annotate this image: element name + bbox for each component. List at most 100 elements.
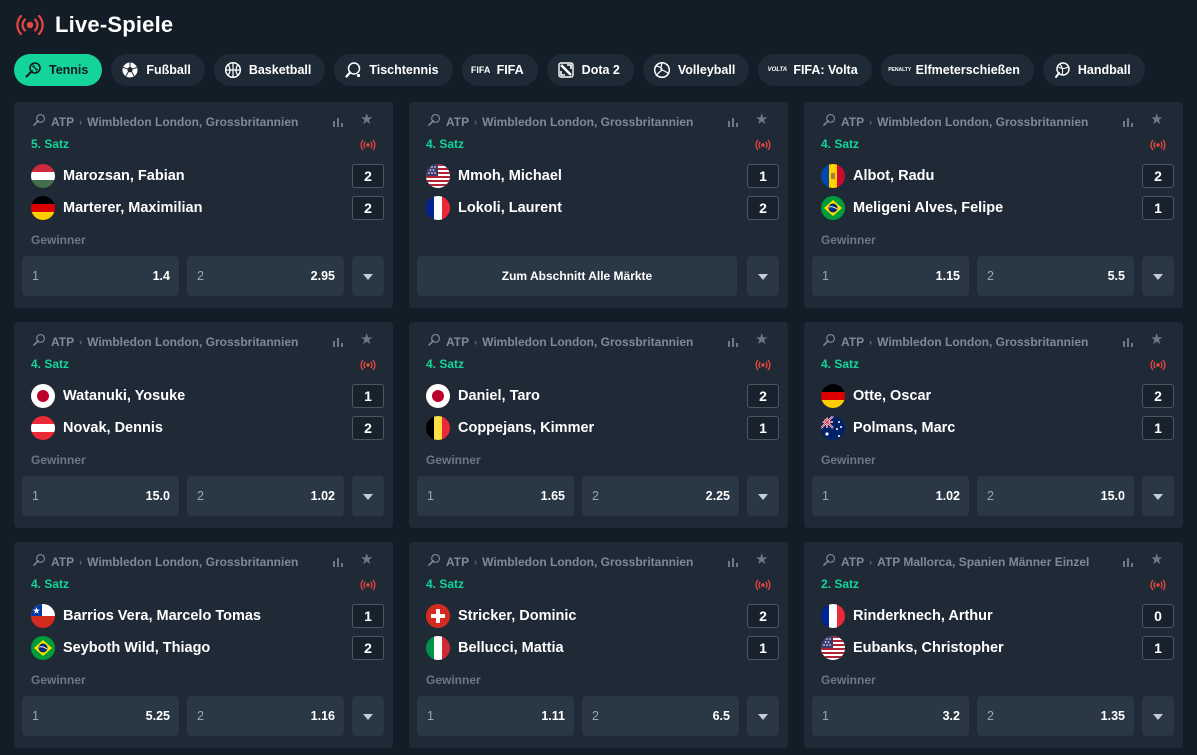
odds-selection: 1 [427,709,434,723]
live-broadcast-icon [15,10,45,40]
breadcrumb-separator-icon: › [869,556,873,567]
favorite-star-icon[interactable]: ★ [1150,551,1164,568]
odds-price: 3.2 [942,709,960,723]
odds-price: 6.5 [712,709,730,723]
tab-label: Dota 2 [581,63,620,77]
stats-icon[interactable] [727,555,739,573]
league-breadcrumb: ATP › Wimbledon London, Grossbritannien [32,113,332,130]
odds-button-2[interactable]: 2 2.25 [582,476,739,516]
player-name: Marterer, Maximilian [63,200,203,216]
odds-button-2[interactable]: 2 5.5 [977,256,1134,296]
odds-button-1[interactable]: 1 5.25 [22,696,179,736]
expand-markets-button[interactable] [1142,696,1174,736]
breadcrumb-separator-icon: › [79,556,83,567]
breadcrumb-separator-icon: › [474,336,478,347]
chevron-down-icon [1153,707,1163,725]
tab-tennis[interactable]: Tennis [14,54,103,86]
odds-button-2[interactable]: 2 15.0 [977,476,1134,516]
stats-icon[interactable] [1122,115,1134,133]
league-name: ATP [841,554,865,569]
tab-fußball[interactable]: Fußball [111,54,205,86]
odds-button-2[interactable]: 2 1.16 [187,696,344,736]
expand-markets-button[interactable] [747,256,779,296]
tennis-icon [822,113,836,130]
stats-icon[interactable] [727,115,739,133]
tab-volleyball[interactable]: Volleyball [642,54,750,86]
flag-hu-icon [31,164,55,188]
tab-dota-2[interactable]: Dota 2 [546,54,634,86]
favorite-star-icon[interactable]: ★ [755,331,769,348]
stats-icon[interactable] [727,335,739,353]
favorite-star-icon[interactable]: ★ [360,331,374,348]
favorite-star-icon[interactable]: ★ [755,551,769,568]
tournament-name: Wimbledon London, Grossbritannien [482,114,694,129]
tab-icon-text: VOLTA [767,67,788,73]
tab-label: Tennis [49,63,89,77]
expand-markets-button[interactable] [1142,256,1174,296]
league-breadcrumb: ATP › Wimbledon London, Grossbritannien [822,333,1122,350]
odds-button-1[interactable]: 1 1.4 [22,256,179,296]
match-period: 4. Satz [821,137,860,151]
favorite-star-icon[interactable]: ★ [1150,331,1164,348]
tab-handball[interactable]: Handball [1042,54,1145,86]
tab-tischtennis[interactable]: Tischtennis [334,54,453,86]
live-indicator-icon [1150,138,1166,156]
player-score: 0 [1142,604,1174,628]
odds-selection: 1 [32,269,39,283]
chevron-down-icon [363,267,373,285]
breadcrumb-separator-icon: › [79,116,83,127]
odds-selection: 2 [197,269,204,283]
odds-price: 1.02 [935,489,960,503]
flag-br-icon [821,196,845,220]
player-name: Coppejans, Kimmer [458,420,595,436]
odds-button-2[interactable]: 2 6.5 [582,696,739,736]
penalty-fifa-icon: PENALTY [888,61,911,79]
tab-label: FIFA [496,63,524,77]
all-markets-button[interactable]: Zum Abschnitt Alle Märkte [417,256,737,296]
player-score: 1 [352,604,384,628]
match-card: ATP › Wimbledon London, Grossbritannien ★ 4.… [804,102,1183,308]
odds-button-2[interactable]: 2 1.02 [187,476,344,516]
favorite-star-icon[interactable]: ★ [755,111,769,128]
odds-button-1[interactable]: 1 1.11 [417,696,574,736]
tab-fifa-volta[interactable]: VOLTA FIFA: Volta [758,54,872,86]
player-row: Rinderknech, Arthur [821,604,993,628]
expand-markets-button[interactable] [1142,476,1174,516]
favorite-star-icon[interactable]: ★ [360,111,374,128]
sport-tabs: Tennis Fußball Basketball Tischtennis FIFA FI… [14,54,1145,86]
odds-button-2[interactable]: 2 2.95 [187,256,344,296]
tournament-name: Wimbledon London, Grossbritannien [482,554,694,569]
table-tennis-icon [344,61,362,79]
favorite-star-icon[interactable]: ★ [1150,111,1164,128]
fifa-icon: FIFA [471,61,491,79]
stats-icon[interactable] [1122,555,1134,573]
tab-label: Volleyball [677,63,736,77]
stats-icon[interactable] [332,555,344,573]
expand-markets-button[interactable] [352,696,384,736]
player-name: Polmans, Marc [853,420,956,436]
tab-fifa[interactable]: FIFA FIFA [461,54,538,86]
stats-icon[interactable] [1122,335,1134,353]
breadcrumb-separator-icon: › [79,336,83,347]
odds-button-2[interactable]: 2 1.35 [977,696,1134,736]
odds-button-1[interactable]: 1 1.65 [417,476,574,516]
chevron-down-icon [758,487,768,505]
tab-basketball[interactable]: Basketball [213,54,326,86]
odds-button-1[interactable]: 1 3.2 [812,696,969,736]
odds-button-1[interactable]: 1 15.0 [22,476,179,516]
expand-markets-button[interactable] [747,696,779,736]
odds-button-1[interactable]: 1 1.02 [812,476,969,516]
odds-price: 15.0 [1100,489,1125,503]
tab-elfmeterschießen[interactable]: PENALTY Elfmeterschießen [880,54,1034,86]
expand-markets-button[interactable] [352,476,384,516]
odds-selection: 2 [592,489,599,503]
stats-icon[interactable] [332,335,344,353]
stats-icon[interactable] [332,115,344,133]
player-name: Albot, Radu [853,168,935,184]
expand-markets-button[interactable] [747,476,779,516]
expand-markets-button[interactable] [352,256,384,296]
flag-br-icon [31,636,55,660]
favorite-star-icon[interactable]: ★ [360,551,374,568]
odds-button-1[interactable]: 1 1.15 [812,256,969,296]
match-card: ATP › ATP Mallorca, Spanien Männer Einzel ★… [804,542,1183,748]
